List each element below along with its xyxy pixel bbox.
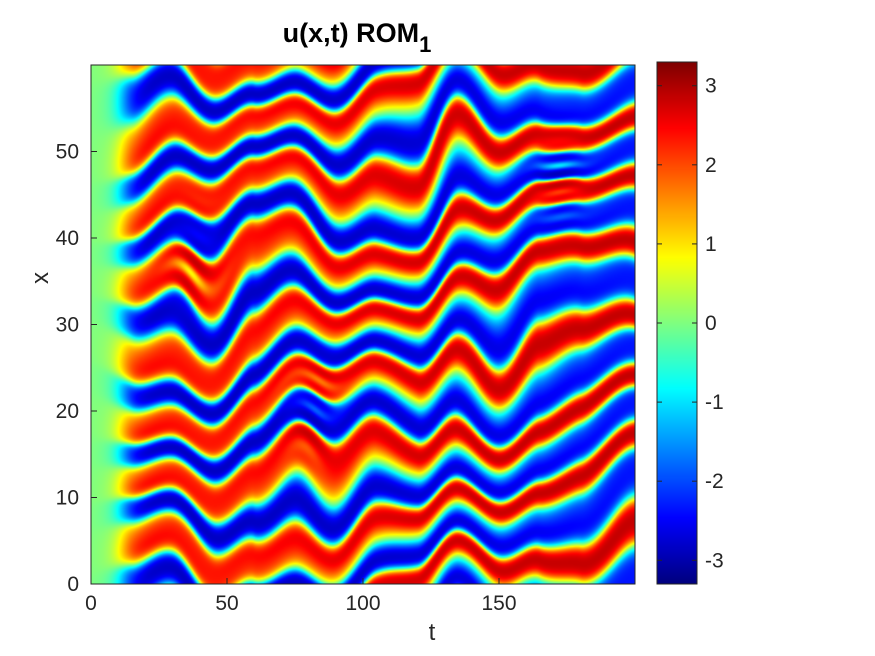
colorbar-tick-label: -2 — [705, 470, 724, 493]
y-axis-label: x — [27, 272, 54, 284]
y-tick-label: 20 — [56, 400, 79, 423]
colorbar-tick-label: 0 — [705, 312, 717, 335]
colorbar-tick-label: -1 — [705, 391, 724, 414]
colorbar-tick-label: -3 — [705, 549, 724, 572]
x-tick-label: 0 — [85, 592, 97, 615]
colorbar-tick-label: 3 — [705, 75, 717, 98]
colorbar-ticks: 3 2 1 0 -1 -2 -3 — [657, 75, 724, 572]
title-subscript: 1 — [419, 32, 431, 57]
y-tick-label: 30 — [56, 314, 79, 337]
x-axis-label: t — [429, 619, 436, 646]
colorbar-tick-label: 2 — [705, 154, 717, 177]
colorbar-canvas — [657, 62, 697, 584]
heatmap-area — [91, 65, 635, 584]
y-axis: 0 10 20 30 40 50 — [56, 141, 97, 596]
x-tick-label: 150 — [481, 592, 516, 615]
y-tick-label: 10 — [56, 487, 79, 510]
svg-text:u(x,t) ROM1: u(x,t) ROM1 — [283, 18, 432, 57]
y-tick-label: 50 — [56, 141, 79, 164]
colorbar: 3 2 1 0 -1 -2 -3 — [656, 61, 724, 585]
x-tick-label: 100 — [345, 592, 380, 615]
y-tick-label: 0 — [67, 573, 79, 596]
heatmap-canvas — [91, 65, 635, 584]
colorbar-tick-label: 1 — [705, 233, 717, 256]
x-axis: 0 50 100 150 — [85, 578, 517, 615]
x-tick-label: 50 — [215, 592, 238, 615]
chart-title: u(x,t) ROM1 — [283, 18, 432, 57]
y-tick-label: 40 — [56, 227, 79, 250]
title-main: u(x,t) ROM — [283, 18, 419, 48]
